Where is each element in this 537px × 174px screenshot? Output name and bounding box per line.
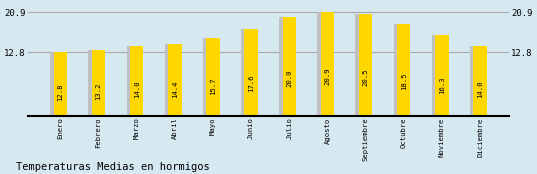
Bar bbox=[241, 29, 255, 116]
Bar bbox=[130, 46, 143, 116]
Bar bbox=[165, 44, 178, 116]
Text: 17.6: 17.6 bbox=[248, 74, 254, 92]
Text: 13.2: 13.2 bbox=[96, 82, 101, 100]
Text: Temperaturas Medias en hormigos: Temperaturas Medias en hormigos bbox=[16, 162, 210, 172]
Text: 15.7: 15.7 bbox=[210, 78, 216, 95]
Bar bbox=[394, 24, 407, 116]
Text: 18.5: 18.5 bbox=[401, 72, 407, 90]
Text: 12.8: 12.8 bbox=[57, 83, 63, 101]
Bar bbox=[92, 50, 105, 116]
Text: 14.4: 14.4 bbox=[172, 80, 178, 98]
Text: 20.5: 20.5 bbox=[362, 69, 368, 86]
Bar bbox=[317, 12, 331, 116]
Bar bbox=[397, 24, 410, 116]
Bar bbox=[435, 35, 448, 116]
Text: 16.3: 16.3 bbox=[439, 76, 445, 94]
Bar bbox=[355, 14, 369, 116]
Bar bbox=[359, 14, 372, 116]
Bar bbox=[279, 17, 293, 116]
Bar bbox=[127, 46, 140, 116]
Bar bbox=[168, 44, 182, 116]
Bar bbox=[321, 12, 334, 116]
Bar bbox=[206, 38, 220, 116]
Text: 20.9: 20.9 bbox=[324, 68, 330, 85]
Text: 14.0: 14.0 bbox=[477, 81, 483, 98]
Bar bbox=[89, 50, 102, 116]
Bar bbox=[244, 29, 258, 116]
Text: 20.0: 20.0 bbox=[286, 69, 292, 87]
Bar bbox=[50, 52, 63, 116]
Bar bbox=[432, 35, 445, 116]
Bar bbox=[54, 52, 67, 116]
Bar bbox=[474, 46, 487, 116]
Bar bbox=[282, 17, 296, 116]
Bar bbox=[470, 46, 483, 116]
Text: 14.0: 14.0 bbox=[134, 81, 140, 98]
Bar bbox=[203, 38, 216, 116]
